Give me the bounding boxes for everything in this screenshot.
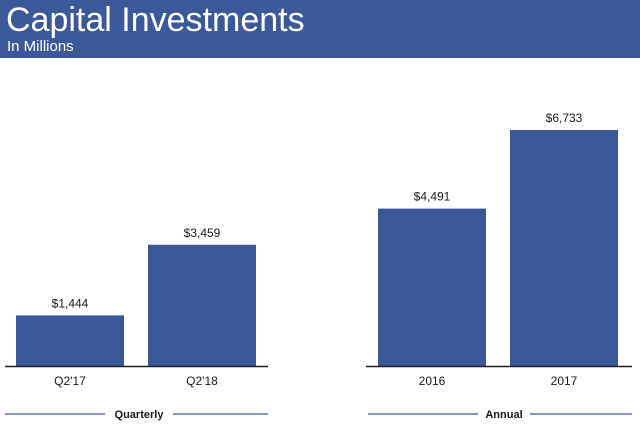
x-tick-label: Q2'18 xyxy=(186,374,218,388)
bar-q218 xyxy=(148,244,256,366)
group-label: Quarterly xyxy=(115,409,165,421)
x-tick-label: 2017 xyxy=(551,374,578,388)
page-subtitle: In Millions xyxy=(7,38,74,55)
page-title: Capital Investments xyxy=(6,1,305,39)
bar-2016 xyxy=(378,208,486,366)
header-banner: Capital Investments In Millions xyxy=(0,0,640,58)
data-label: $6,733 xyxy=(546,111,583,125)
data-label: $4,491 xyxy=(414,190,451,204)
x-tick-label: Q2'17 xyxy=(54,374,86,388)
chart-panel-quarterly: $1,444 Q2'17 $3,459 Q2'18 Quarterly xyxy=(5,226,268,421)
data-label: $1,444 xyxy=(52,296,89,310)
x-tick-label: 2016 xyxy=(419,374,446,388)
group-label: Annual xyxy=(485,409,522,421)
data-label: $3,459 xyxy=(184,226,221,240)
bar-q217 xyxy=(16,315,124,366)
chart-panel-annual: $4,491 2016 $6,733 2017 Annual xyxy=(366,111,632,421)
bar-2017 xyxy=(510,130,618,366)
